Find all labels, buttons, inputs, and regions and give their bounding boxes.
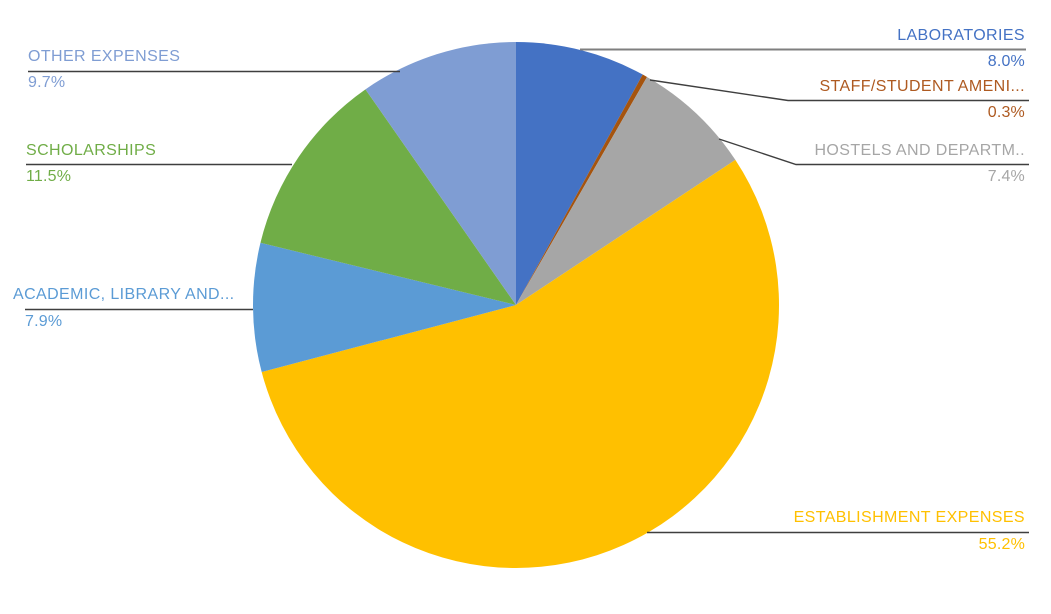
- slice-label-academic-library-and: ACADEMIC, LIBRARY AND...: [13, 286, 235, 303]
- slice-label-other-expenses: OTHER EXPENSES: [28, 48, 181, 65]
- pie-slice-scholarships[interactable]: [260, 89, 516, 305]
- pie-slice-establishment-expenses[interactable]: [261, 159, 780, 569]
- pie-slice-other-expenses[interactable]: [365, 42, 516, 305]
- slice-label-scholarships: SCHOLARSHIPS: [26, 142, 157, 159]
- pie-slice-academic-library-and[interactable]: [253, 242, 516, 372]
- slice-percent-other-expenses: 9.7%: [28, 74, 66, 91]
- leader-line-staff-student-ameni: [649, 79, 1029, 102]
- slice-label-hostels-and-departm: HOSTELS AND DEPARTM..: [814, 142, 1025, 159]
- slice-label-establishment-expenses: ESTABLISHMENT EXPENSES: [793, 509, 1025, 526]
- slice-label-staff-student-ameni: STAFF/STUDENT AMENI...: [819, 78, 1025, 95]
- leader-line-hostels-and-departm: [718, 138, 1029, 166]
- slice-percent-scholarships: 11.5%: [26, 168, 72, 185]
- slice-percent-laboratories: 8.0%: [987, 53, 1025, 70]
- pie-slice-laboratories[interactable]: [516, 42, 643, 305]
- slice-percent-staff-student-ameni: 0.3%: [987, 104, 1025, 121]
- slice-percent-establishment-expenses: 55.2%: [978, 536, 1025, 553]
- pie-slice-hostels-and-departm[interactable]: [516, 76, 736, 306]
- slice-percent-hostels-and-departm: 7.4%: [987, 168, 1025, 185]
- slice-percent-academic-library-and: 7.9%: [25, 313, 63, 330]
- slice-label-laboratories: LABORATORIES: [897, 27, 1025, 44]
- pie-slice-staff-student-ameni[interactable]: [516, 74, 648, 305]
